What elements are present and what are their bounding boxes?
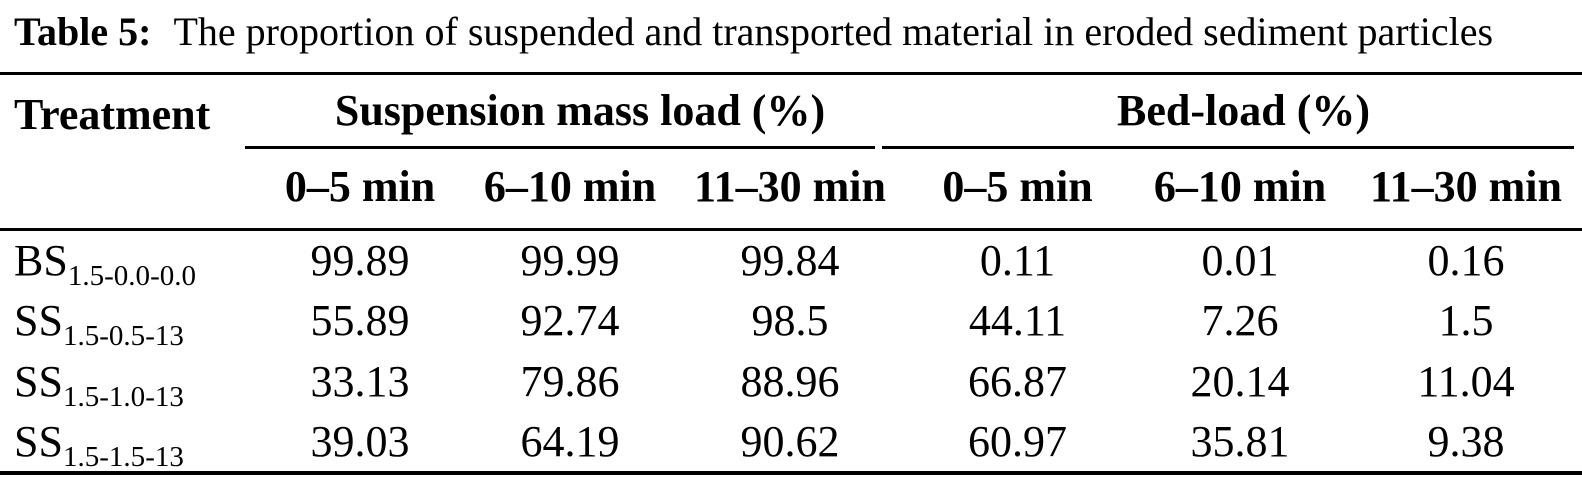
treatment-base-label: SS — [14, 417, 63, 466]
value-cell-bedload-0-5: 44.11 — [968, 296, 1067, 345]
treatment-column-header: Treatment — [0, 73, 255, 231]
value-cell-suspension-11-30: 88.96 — [740, 357, 840, 406]
table-row: SS1.5-1.5-13 39.03 64.19 90.62 60.97 35.… — [0, 412, 1582, 475]
value-cell-suspension-6-10: 79.86 — [520, 357, 620, 406]
value-cell-suspension-11-30: 99.84 — [740, 235, 840, 285]
value-cell-bedload-6-10: 0.01 — [1201, 235, 1279, 285]
col-header-bedload-11-30min: 11–30 min — [1350, 149, 1582, 231]
table-header: Treatment Suspension mass load (%) Bed-l… — [0, 73, 1582, 231]
subheader-row: 0–5 min 6–10 min 11–30 min 0–5 min 6–10 … — [0, 149, 1582, 231]
value-cell-bedload-0-5: 60.97 — [905, 412, 1130, 475]
value-cell-bedload-0-5: 0.11 — [979, 235, 1056, 285]
value-cell-suspension-0-5: 33.13 — [310, 357, 410, 406]
table-caption-label: Table 5: — [14, 9, 152, 54]
value-cell-suspension-6-10: 99.99 — [520, 235, 620, 285]
value-cell-suspension-0-5: 39.03 — [255, 412, 465, 475]
col-header-suspension-11-30min: 11–30 min — [675, 149, 905, 231]
value-cell-bedload-6-10: 20.14 — [1190, 357, 1290, 406]
table-caption: Table 5: The proportion of suspended and … — [0, 0, 1582, 72]
treatment-cell: BS1.5-0.0-0.0 — [0, 229, 255, 290]
bedload-group-underline — [882, 146, 1575, 149]
table-caption-text: The proportion of suspended and transpor… — [173, 9, 1494, 54]
table-row: BS1.5-0.0-0.0 99.89 99.99 99.84 0.11 0.0… — [0, 229, 1582, 290]
col-header-bedload-0-5min: 0–5 min — [905, 149, 1130, 231]
value-cell-suspension-6-10: 92.74 — [520, 296, 620, 345]
col-header-suspension-6-10min: 6–10 min — [465, 149, 675, 231]
table-row: SS1.5-1.0-13 33.13 79.86 88.96 66.87 20.… — [0, 351, 1582, 412]
data-table: Treatment Suspension mass load (%) Bed-l… — [0, 72, 1582, 475]
group-header-bedload: Bed-load (%) — [882, 74, 1582, 149]
treatment-subscript: 1.5-0.0-0.0 — [67, 259, 197, 292]
treatment-cell: SS1.5-1.0-13 — [0, 351, 255, 412]
col-header-bedload-6-10min: 6–10 min — [1130, 149, 1350, 231]
value-cell-bedload-6-10: 7.26 — [1201, 296, 1279, 345]
treatment-subscript: 1.5-1.5-13 — [62, 440, 184, 473]
value-cell-suspension-11-30: 98.5 — [751, 296, 829, 345]
value-cell-suspension-0-5: 99.89 — [310, 235, 410, 285]
value-cell-bedload-11-30: 9.38 — [1350, 412, 1582, 475]
suspension-group-underline — [245, 146, 875, 149]
value-cell-bedload-6-10: 35.81 — [1130, 412, 1350, 475]
table-row: SS1.5-0.5-13 55.89 92.74 98.5 44.11 7.26… — [0, 290, 1582, 351]
group-label-suspension: Suspension mass load (%) — [334, 86, 826, 135]
treatment-subscript: 1.5-0.5-13 — [62, 319, 184, 352]
value-cell-suspension-11-30: 90.62 — [675, 412, 905, 475]
treatment-base-label: BS — [14, 235, 68, 285]
group-header-suspension: Suspension mass load (%) — [245, 74, 905, 149]
value-cell-bedload-11-30: 1.5 — [1438, 296, 1494, 345]
treatment-base-label: SS — [14, 296, 63, 345]
table-body: BS1.5-0.0-0.0 99.89 99.99 99.84 0.11 0.0… — [0, 229, 1582, 475]
group-label-bedload: Bed-load (%) — [1117, 86, 1370, 135]
treatment-cell: SS1.5-1.5-13 — [0, 412, 255, 475]
value-cell-bedload-0-5: 66.87 — [968, 357, 1067, 406]
treatment-base-label: SS — [14, 357, 63, 406]
col-header-suspension-0-5min: 0–5 min — [255, 149, 465, 231]
value-cell-bedload-11-30: 0.16 — [1427, 235, 1505, 285]
treatment-subscript: 1.5-1.0-13 — [62, 380, 184, 413]
group-header-row: Treatment Suspension mass load (%) Bed-l… — [0, 73, 1582, 231]
value-cell-suspension-0-5: 55.89 — [310, 296, 410, 345]
value-cell-bedload-11-30: 11.04 — [1417, 357, 1515, 406]
treatment-cell: SS1.5-0.5-13 — [0, 290, 255, 351]
value-cell-suspension-6-10: 64.19 — [465, 412, 675, 475]
